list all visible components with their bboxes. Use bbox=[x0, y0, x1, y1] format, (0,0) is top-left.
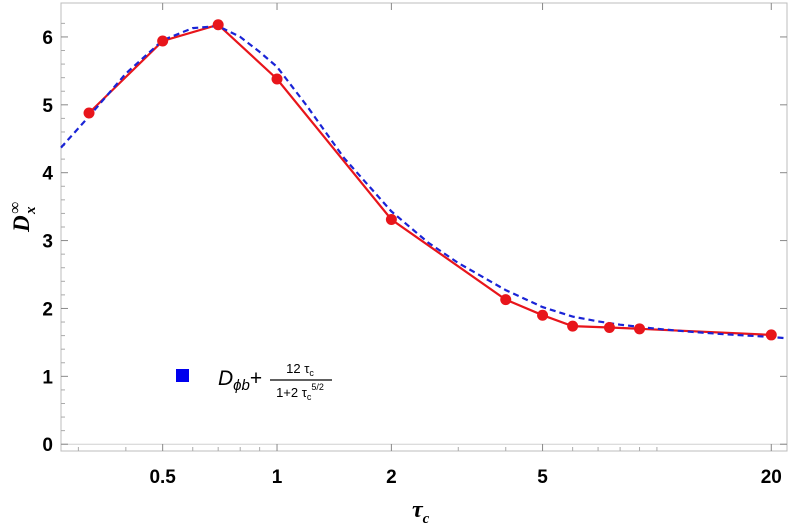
y-tick-label: 4 bbox=[42, 164, 53, 185]
data-point bbox=[212, 19, 224, 31]
x-tick-label: 20 bbox=[761, 467, 782, 488]
data-point bbox=[567, 320, 579, 332]
legend-marker bbox=[176, 369, 189, 382]
data-point bbox=[634, 323, 646, 335]
data-point bbox=[157, 35, 169, 47]
legend-numerator-subscript: c bbox=[309, 368, 314, 378]
data-point bbox=[83, 107, 95, 119]
series-line-dashed bbox=[60, 24, 788, 340]
data-point bbox=[271, 73, 283, 85]
y-axis-ticks: 0 1 2 3 4 5 6 bbox=[42, 22, 787, 456]
x-tick-label: 0.5 bbox=[149, 467, 176, 488]
y-axis-title-superscript: ∞ bbox=[5, 202, 24, 214]
svg-text:D: D bbox=[9, 215, 34, 233]
data-point bbox=[765, 329, 777, 341]
y-tick-label: 2 bbox=[42, 299, 53, 320]
legend-denominator-superscript: 5/2 bbox=[311, 382, 324, 392]
data-point bbox=[385, 214, 397, 226]
x-axis-ticks: 0.5 1 2 5 20 bbox=[77, 3, 782, 488]
y-axis-title-subscript: x bbox=[23, 206, 39, 215]
legend-label-subscript: ϕb bbox=[233, 377, 250, 394]
legend-plus: + bbox=[250, 367, 262, 390]
x-axis-title: τc bbox=[412, 497, 430, 525]
y-tick-label: 0 bbox=[42, 435, 53, 456]
legend-denominator-subscript: c bbox=[307, 392, 312, 402]
legend-fraction-denominator: 1+2 τc5/2 bbox=[276, 382, 324, 402]
data-point bbox=[500, 294, 512, 306]
data-point bbox=[603, 321, 615, 333]
legend-label: Dϕb+ bbox=[218, 367, 262, 394]
y-axis-title-main: D bbox=[9, 215, 34, 233]
x-tick-label: 1 bbox=[272, 467, 283, 488]
series-layer bbox=[60, 19, 788, 341]
x-tick-label: 2 bbox=[386, 467, 397, 488]
x-tick-label: 5 bbox=[537, 467, 548, 488]
y-tick-label: 5 bbox=[42, 96, 53, 117]
x-axis-title-subscript: c bbox=[423, 511, 430, 525]
y-axis-title: D ∞ x bbox=[5, 202, 39, 233]
y-tick-label: 3 bbox=[42, 232, 53, 253]
legend: Dϕb+ 12 τc 1+2 τc5/2 bbox=[176, 361, 332, 402]
y-tick-label: 1 bbox=[42, 367, 53, 388]
y-tick-label: 6 bbox=[42, 28, 53, 49]
legend-fraction-numerator: 12 τc bbox=[286, 361, 314, 378]
data-point bbox=[537, 309, 549, 321]
